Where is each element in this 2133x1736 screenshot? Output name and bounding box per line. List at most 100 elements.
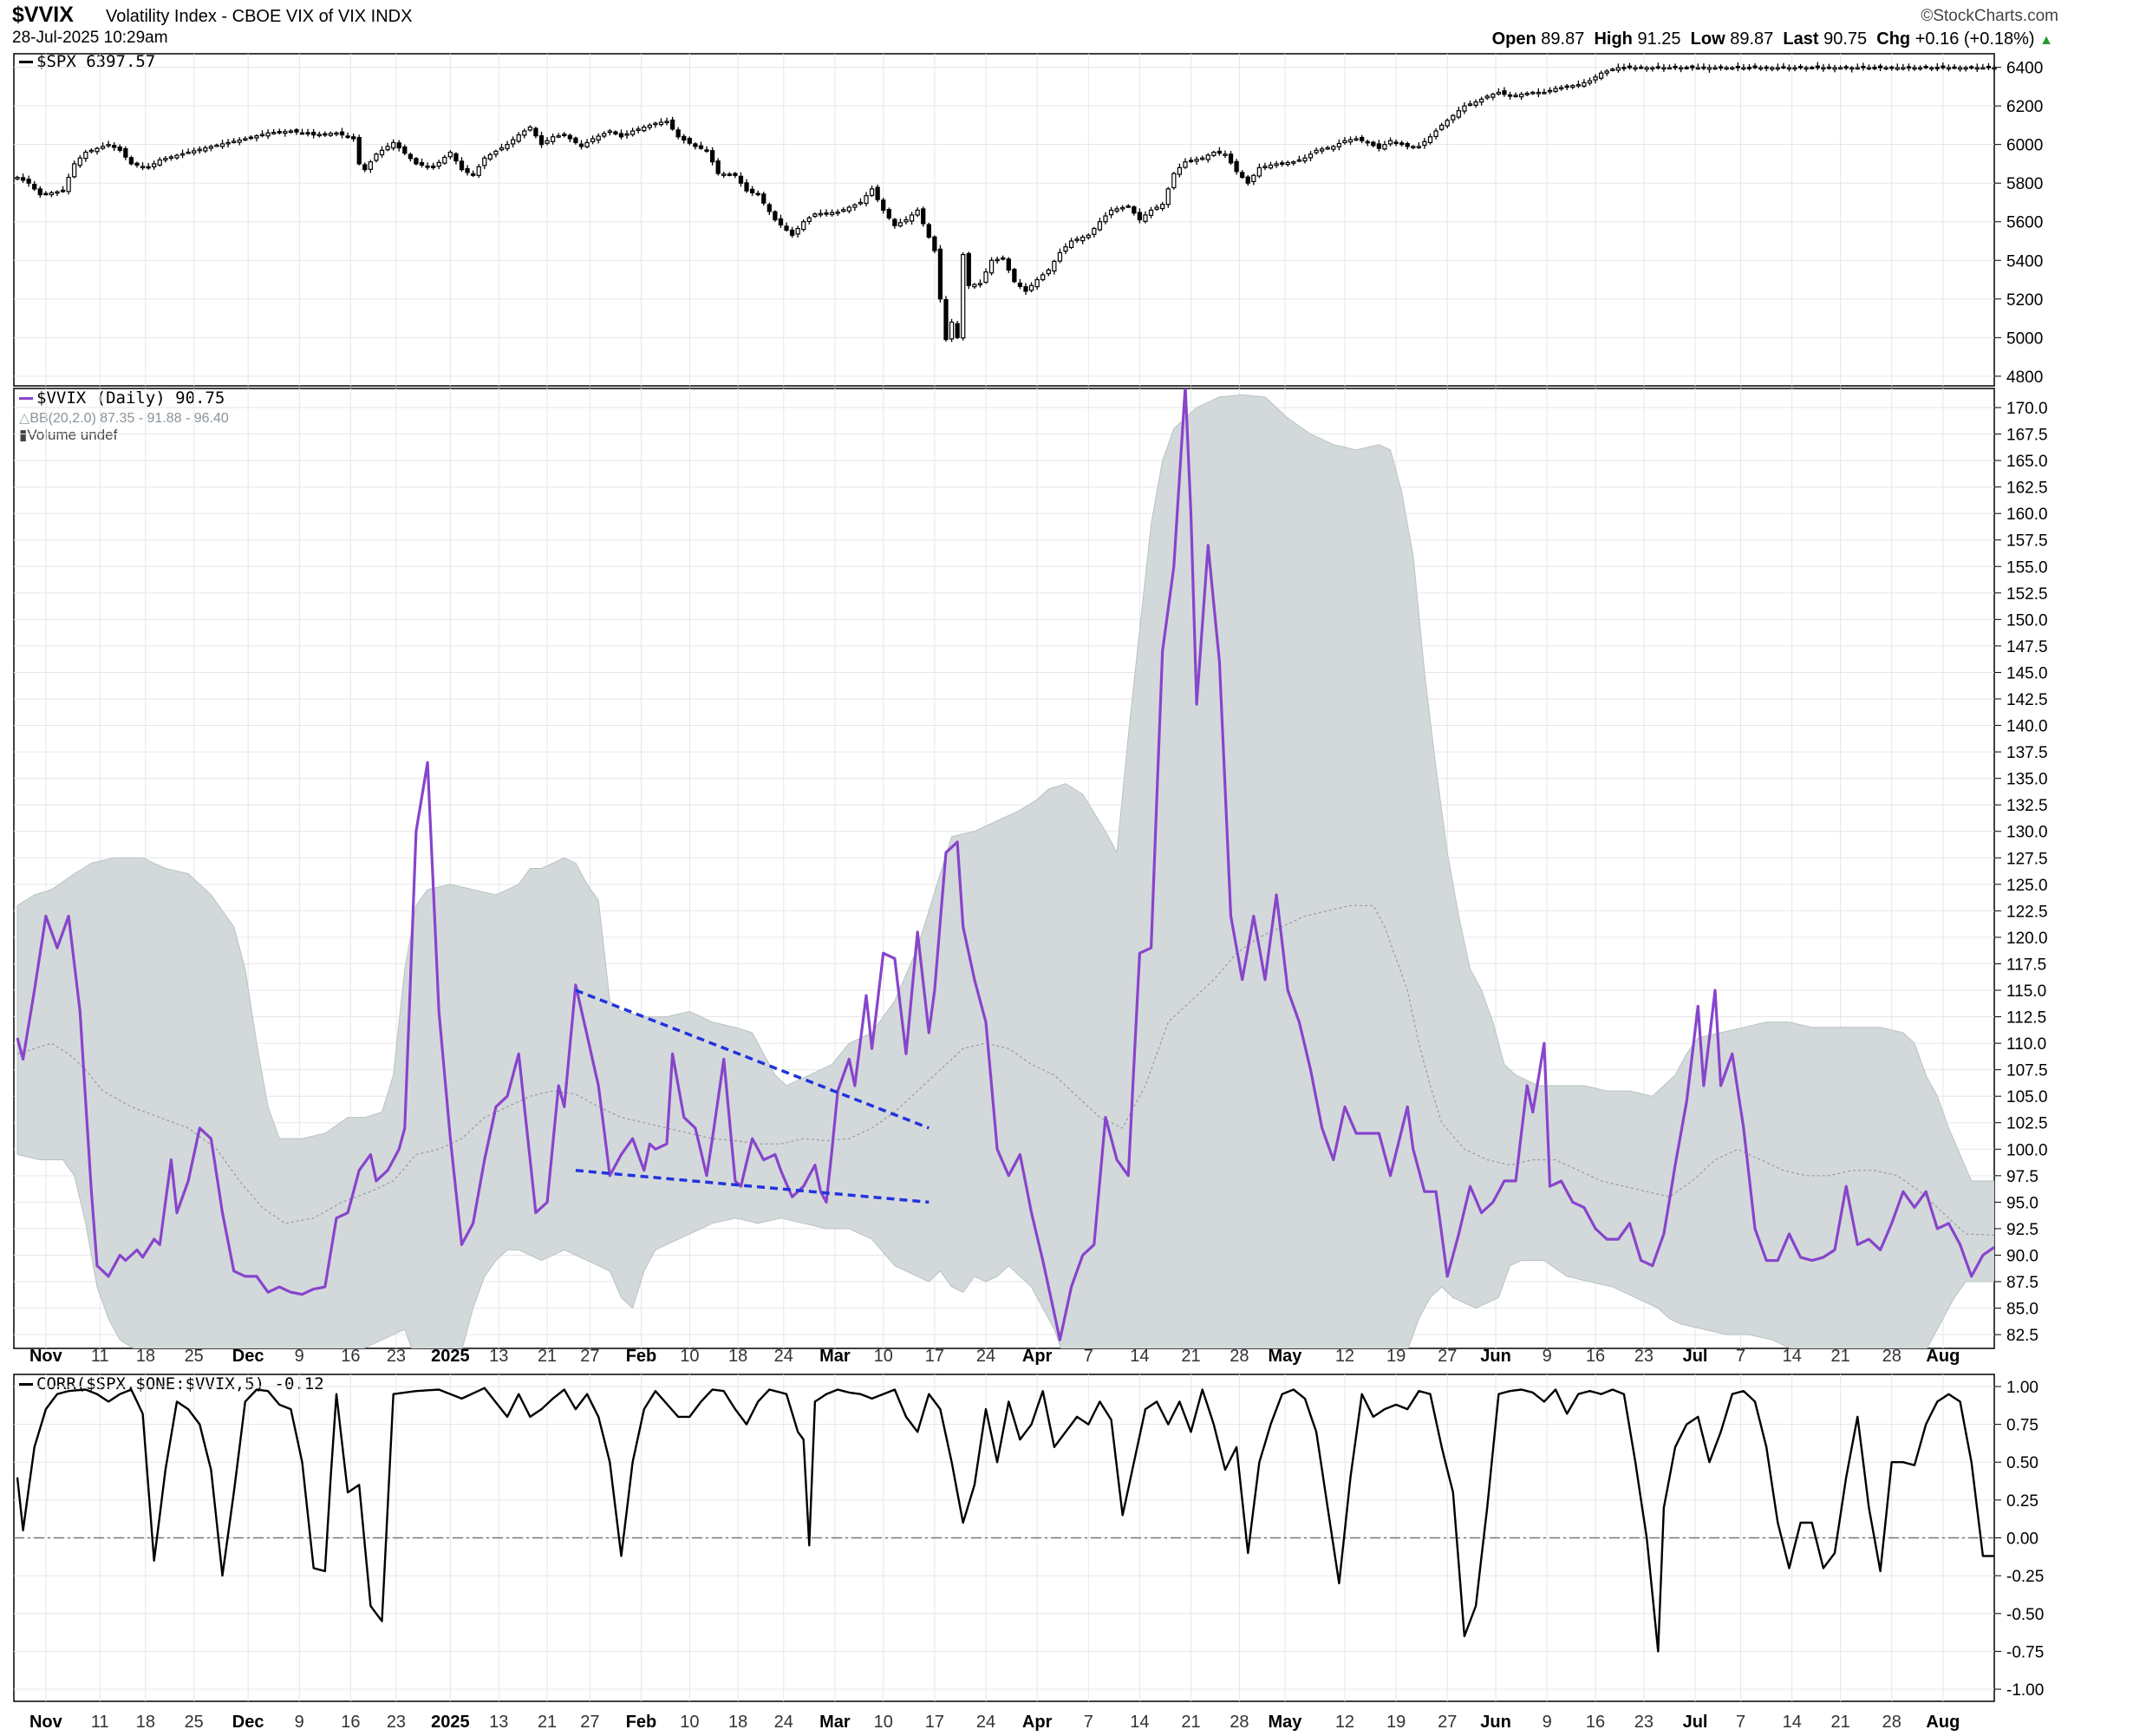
low-label: Low — [1690, 29, 1725, 49]
spx-candle — [789, 229, 795, 236]
x-axis-label: 28 — [1230, 1347, 1249, 1366]
spx-candle — [1684, 67, 1689, 69]
y-tick-label: 162.5 — [2006, 480, 2048, 498]
spx-candle — [1724, 67, 1729, 70]
x-axis-label: 28 — [1230, 1713, 1249, 1732]
y-tick-label: 1.00 — [2006, 1379, 2038, 1397]
y-tick-label: 135.0 — [2006, 771, 2048, 789]
spx-candle — [499, 147, 505, 151]
x-axis-label: 21 — [538, 1347, 557, 1366]
x-axis-label: 13 — [489, 1347, 508, 1366]
spx-candle — [1280, 162, 1285, 165]
spx-candle — [1621, 67, 1627, 69]
spx-candle — [1456, 110, 1461, 118]
y-tick-label: 170.0 — [2006, 400, 2048, 418]
spx-candle — [875, 186, 880, 200]
spx-candle — [727, 173, 732, 176]
x-axis-label: 10 — [680, 1713, 699, 1732]
spx-candle — [812, 213, 818, 218]
x-axis-label: 25 — [185, 1713, 204, 1732]
spx-candle — [1752, 65, 1758, 69]
spx-candle — [1427, 136, 1433, 143]
y-tick-label: 142.5 — [2006, 691, 2048, 709]
spx-candle — [852, 204, 858, 208]
spx-candle — [425, 165, 430, 168]
spx-candle — [556, 135, 561, 138]
spx-candle — [1797, 66, 1804, 69]
panel-frame-0 — [13, 53, 1995, 387]
spx-candle — [915, 209, 920, 216]
spx-candle — [1673, 66, 1678, 69]
spx-candle — [208, 146, 214, 149]
spx-candle — [49, 192, 55, 196]
y-tick-label: -1.00 — [2006, 1681, 2044, 1700]
spx-candle — [1781, 66, 1786, 69]
y-tick-label: 90.0 — [2006, 1247, 2038, 1265]
spx-candle — [112, 145, 117, 148]
spx-candle — [146, 166, 151, 169]
x-axis-label: 24 — [976, 1347, 995, 1366]
spx-candle — [1479, 98, 1484, 103]
spx-candle — [567, 134, 572, 140]
corr-legend: CORR($SPX,$ONE:$VVIX,5) -0.12 — [19, 1374, 324, 1393]
x-axis-label: 14 — [1130, 1347, 1149, 1366]
spx-candle — [784, 225, 789, 231]
spx-candle — [1524, 93, 1530, 95]
spx-candle — [511, 139, 516, 145]
spx-candle — [966, 252, 971, 286]
spx-candle — [1604, 70, 1609, 74]
spx-candle — [248, 136, 254, 140]
x-axis-label: 23 — [387, 1713, 406, 1732]
spx-candle — [197, 148, 202, 152]
x-axis-label: 28 — [1882, 1347, 1901, 1366]
spx-candle — [311, 132, 316, 136]
spx-candle — [1957, 67, 1963, 70]
spx-candle — [1980, 67, 1986, 70]
spx-candle — [709, 150, 715, 163]
spx-candle — [1291, 161, 1296, 164]
spx-candle — [1188, 160, 1194, 163]
spx-candle — [682, 135, 687, 141]
spx-candle — [1012, 269, 1017, 283]
y-tick-label: 5600 — [2006, 214, 2043, 232]
spx-legend-text: $SPX 6397.57 — [36, 52, 156, 71]
spx-candle — [1314, 149, 1319, 153]
spx-candle — [738, 175, 744, 184]
y-tick-label: 165.0 — [2006, 453, 2048, 471]
spx-candle — [733, 173, 738, 176]
spx-candle — [356, 136, 362, 165]
x-axis-label: 23 — [387, 1347, 406, 1366]
spx-candle — [219, 143, 225, 147]
x-axis-label: 11 — [91, 1713, 109, 1732]
spx-candle — [1701, 66, 1706, 69]
x-axis-label: May — [1269, 1347, 1303, 1366]
ohlc-readout: Open 89.87 High 91.25 Low 89.87 Last 90.… — [1492, 29, 2053, 49]
spx-candle — [1473, 101, 1478, 106]
spx-candle — [1154, 206, 1159, 210]
spx-candle — [1872, 67, 1877, 69]
spx-candle — [596, 135, 601, 141]
y-tick-label: 0.00 — [2006, 1530, 2038, 1549]
x-axis-label: 27 — [580, 1347, 599, 1366]
spx-candle — [1256, 166, 1262, 177]
spx-candle — [106, 144, 111, 147]
spx-candle — [1718, 66, 1724, 69]
spx-candle — [60, 189, 66, 193]
spx-candle — [1792, 67, 1797, 70]
spx-candle — [163, 158, 168, 161]
y-tick-label: 82.5 — [2006, 1327, 2038, 1345]
spx-candle — [1695, 67, 1700, 70]
spx-candle — [1655, 66, 1660, 69]
x-axis-label: 27 — [1438, 1347, 1457, 1366]
spx-candle — [778, 218, 784, 226]
spx-candle — [1678, 67, 1684, 70]
spx-candle — [1114, 208, 1119, 212]
spx-candle — [892, 219, 897, 226]
stockcharts-brand[interactable]: ©StockCharts.com — [1921, 7, 2058, 25]
spx-candle — [818, 212, 824, 216]
spx-candle — [669, 119, 675, 130]
x-axis-label: 9 — [295, 1713, 304, 1732]
spx-candle — [1644, 67, 1649, 70]
spx-candle — [1433, 130, 1438, 137]
spx-candle — [339, 131, 345, 136]
